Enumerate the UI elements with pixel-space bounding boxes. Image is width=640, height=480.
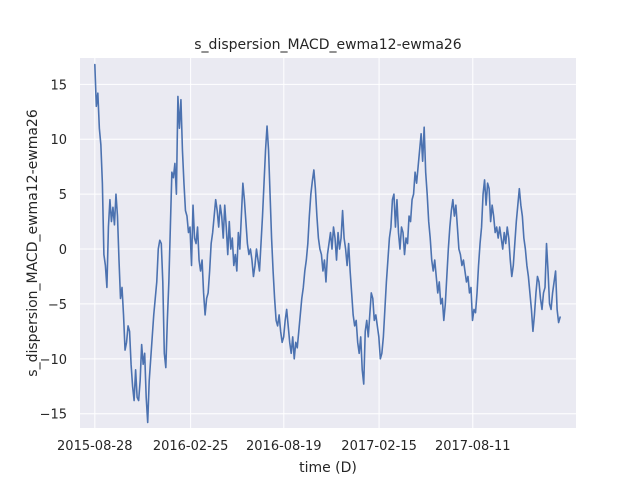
x-tick-label: 2016-02-25 [153, 439, 229, 454]
y-tick-label: −15 [40, 408, 67, 423]
x-tick-label: 2017-02-15 [341, 439, 417, 454]
y-tick-label: 0 [59, 243, 67, 258]
y-tick-label: 15 [50, 78, 67, 93]
y-tick-label: 10 [50, 133, 67, 148]
x-tick-label: 2015-08-28 [57, 439, 133, 454]
y-tick-label: 5 [59, 188, 67, 203]
y-gridlines [80, 83, 576, 415]
y-tick-label: −5 [48, 298, 67, 313]
y-axis-label: s_dispersion_MACD_ewma12-ewma26 [25, 109, 41, 377]
x-tick-label: 2016-08-19 [246, 439, 322, 454]
y-axis-ticks: −15 −10 −5 0 5 10 15 [40, 78, 67, 422]
y-tick-label: −10 [40, 353, 67, 368]
x-axis-ticks: 2015-08-28 2016-02-25 2016-08-19 2017-02-15… [57, 439, 511, 454]
series-group [94, 63, 561, 424]
plot-area [80, 58, 576, 428]
series-line [94, 63, 561, 424]
x-axis-label: time (D) [299, 460, 357, 476]
x-tick-label: 2017-08-11 [435, 439, 511, 454]
chart-title: s_dispersion_MACD_ewma12-ewma26 [194, 37, 462, 53]
